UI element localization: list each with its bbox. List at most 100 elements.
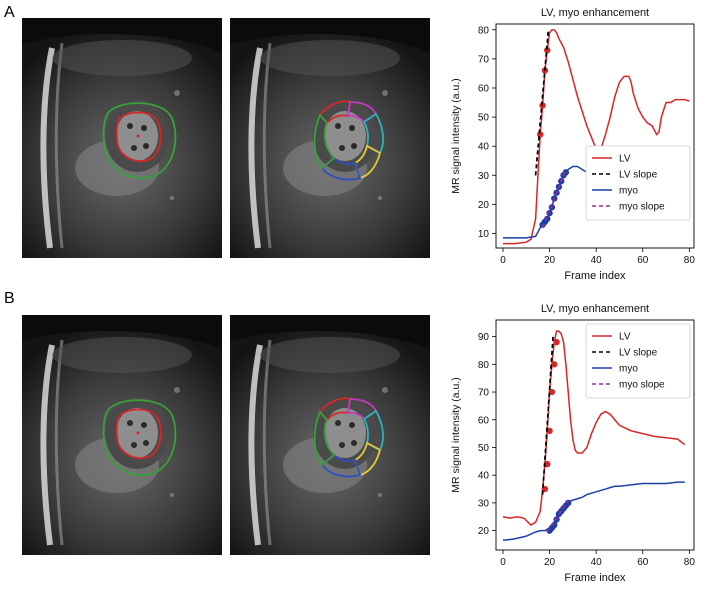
chest-wall	[40, 47, 55, 249]
vessel-dot	[170, 196, 174, 200]
y-tick-label: 90	[478, 332, 490, 343]
lv-center-marker	[136, 134, 140, 138]
y-tick-label: 50	[478, 443, 490, 454]
slope-overlay-myo-slope	[546, 499, 569, 533]
y-tick-label: 80	[478, 25, 490, 36]
endocardial-contour	[115, 111, 162, 162]
papillary-muscle	[349, 125, 355, 131]
epicardial-contour	[102, 399, 177, 476]
legend-box	[585, 145, 691, 221]
legend: LV LV slope myo myo slope	[585, 323, 691, 399]
papillary-muscle	[141, 422, 147, 428]
papillary-muscle	[143, 143, 149, 149]
y-tick-label: 60	[478, 84, 490, 95]
marker-myo	[546, 209, 553, 217]
papillary-muscle	[335, 123, 341, 129]
x-axis-label: Frame index	[564, 270, 626, 282]
marker-lv	[544, 46, 551, 54]
y-tick-label: 60	[478, 415, 490, 426]
y-tick-label: 20	[478, 200, 490, 211]
chest-wall	[40, 344, 55, 546]
lv-center-marker	[136, 431, 140, 435]
x-tick-label: 60	[637, 557, 649, 568]
series-line-myo	[502, 481, 685, 542]
plot-area	[502, 330, 686, 542]
marker-myo	[553, 516, 560, 523]
y-tick-label: 10	[478, 229, 490, 240]
vessel-dot	[382, 387, 388, 393]
mri-contours-svg	[22, 315, 222, 555]
marker-lv	[544, 460, 551, 468]
y-tick-label: 80	[478, 360, 490, 371]
marker-lv	[548, 388, 556, 396]
x-tick-label: 80	[684, 255, 696, 266]
papillary-muscle	[349, 422, 355, 428]
panel-label-a: A	[4, 4, 15, 21]
slope-overlay-lv-slope	[534, 29, 550, 176]
slope-overlay-lv-slope	[541, 336, 554, 495]
papillary-muscle	[339, 442, 345, 448]
vessel-dot	[174, 387, 180, 393]
legend-entry: myo slope	[619, 380, 665, 391]
legend-entry: myo	[619, 364, 638, 375]
myocardial-segment	[313, 113, 336, 170]
marker-myo	[544, 215, 551, 223]
series-line-lv	[502, 330, 686, 527]
upper-tissue	[260, 337, 400, 373]
vessel-dot	[174, 90, 180, 96]
legend-entry: LV slope	[619, 348, 658, 359]
mri-segments-svg	[230, 18, 430, 258]
legend-entry: LV	[619, 332, 631, 343]
mri-contours-svg	[22, 18, 222, 258]
chest-wall	[248, 47, 263, 249]
y-tick-label: 40	[478, 471, 490, 482]
papillary-muscle	[127, 123, 133, 129]
y-tick-label: 70	[478, 54, 490, 65]
marker-lv	[546, 427, 553, 435]
panel-label-b: B	[4, 290, 15, 307]
y-tick-label: 20	[478, 526, 490, 537]
y-tick-label: 30	[478, 498, 490, 509]
x-tick-label: 0	[500, 255, 506, 266]
slope-overlay-myo-slope	[541, 169, 567, 228]
y-tick-label: 40	[478, 142, 490, 153]
mri-image-b-segments	[230, 315, 430, 555]
chart-title: LV, myo enhancement	[541, 7, 649, 19]
papillary-muscle	[351, 440, 357, 446]
papillary-muscle	[141, 125, 147, 131]
papillary-muscle	[339, 145, 345, 151]
papillary-muscle	[127, 420, 133, 426]
x-tick-label: 40	[591, 255, 603, 266]
legend-entry: LV slope	[619, 170, 658, 181]
papillary-muscle	[131, 442, 137, 448]
vessel-dot	[382, 90, 388, 96]
y-axis-label: MR signal intensity (a.u.)	[450, 377, 462, 493]
marker-lv	[539, 102, 546, 109]
legend-entry: myo slope	[619, 202, 665, 213]
marker-lv	[553, 338, 560, 346]
upper-tissue	[52, 40, 192, 76]
vessel-dot	[378, 493, 382, 497]
papillary-muscle	[131, 145, 137, 151]
chart-title: LV, myo enhancement	[541, 303, 649, 315]
mri-image-b-contours	[22, 315, 222, 555]
papillary-muscle	[351, 143, 357, 149]
mri-image-a-contours	[22, 18, 222, 258]
x-tick-label: 0	[500, 557, 506, 568]
mri-segments-svg	[230, 315, 430, 555]
x-tick-label: 80	[684, 557, 696, 568]
x-tick-label: 20	[544, 255, 556, 266]
x-axis-label: Frame index	[564, 572, 626, 584]
marker-lv	[551, 361, 558, 368]
x-tick-label: 20	[544, 557, 556, 568]
y-tick-label: 70	[478, 388, 490, 399]
epicardial-contour	[102, 102, 177, 179]
vessel-dot	[378, 196, 382, 200]
chest-wall	[248, 344, 263, 546]
legend: LV LV slope myo myo slope	[585, 145, 691, 221]
vessel-dot	[170, 493, 174, 497]
y-tick-label: 30	[478, 171, 490, 182]
legend-box	[585, 323, 691, 399]
marker-myo	[548, 204, 556, 211]
legend-entry: myo	[619, 186, 638, 197]
